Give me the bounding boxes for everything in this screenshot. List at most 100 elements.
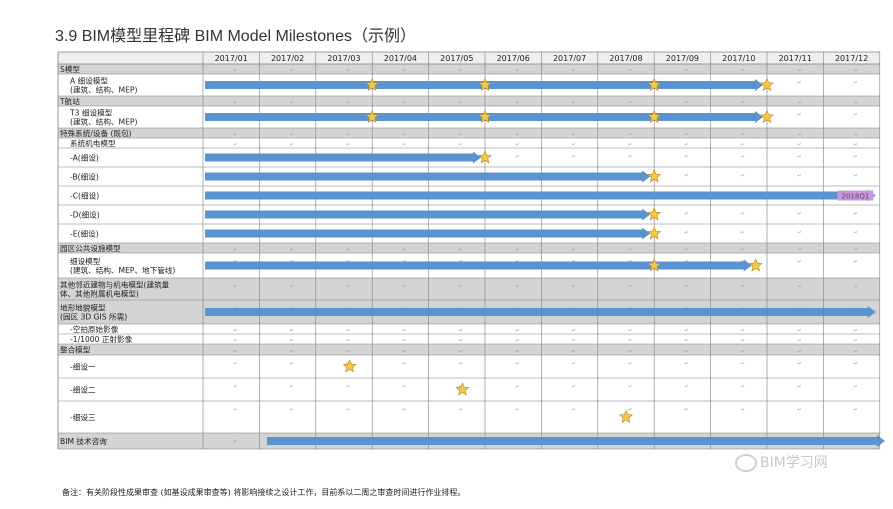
month-header: 2017/12 <box>835 54 868 63</box>
cell-mark: ↵ <box>572 142 576 148</box>
cell-mark: ↵ <box>854 338 858 344</box>
cell-mark: ↵ <box>628 384 632 390</box>
row-label: 其他邻近建物与机电模型(建筑量 <box>60 280 170 290</box>
cell-mark: ↵ <box>572 361 576 367</box>
cell-mark: ↵ <box>797 384 801 390</box>
cell-mark: ↵ <box>797 328 801 334</box>
cell-mark: ↵ <box>854 142 858 148</box>
group-row-bg <box>58 128 880 138</box>
cell-mark: ↵ <box>346 349 350 355</box>
cell-mark: ↵ <box>797 80 801 86</box>
row-label: S模型 <box>60 64 80 74</box>
milestone-star <box>619 409 633 423</box>
cell-mark: ↵ <box>797 247 801 253</box>
cell-mark: ↵ <box>515 361 519 367</box>
cell-mark: ↵ <box>741 132 745 138</box>
cell-mark: ↵ <box>572 384 576 390</box>
cell-mark: ↵ <box>854 154 858 160</box>
cell-mark: ↵ <box>797 68 801 74</box>
c-row-tag: 2018Q1 <box>842 193 870 201</box>
milestone-star <box>647 169 662 183</box>
cell-mark: ↵ <box>402 407 406 413</box>
cell-mark: ↵ <box>628 349 632 355</box>
cell-mark: ↵ <box>684 154 688 160</box>
milestone-bar <box>205 227 651 240</box>
cell-mark: ↵ <box>628 100 632 106</box>
cell-mark: ↵ <box>741 100 745 106</box>
cell-mark: ↵ <box>515 349 519 355</box>
cell-mark: ↵ <box>684 338 688 344</box>
cell-mark: ↵ <box>854 230 858 236</box>
cell-mark: ↵ <box>684 211 688 217</box>
cell-mark: ↵ <box>290 100 294 106</box>
row-label: 整合模型 <box>60 345 91 355</box>
cell-mark: ↵ <box>459 247 463 253</box>
milestone-star <box>647 109 662 123</box>
month-header: 2017/03 <box>327 54 360 63</box>
cell-mark: ↵ <box>854 80 858 86</box>
cell-mark: ↵ <box>572 328 576 334</box>
cell-mark: ↵ <box>290 284 294 290</box>
milestone-star <box>647 258 662 272</box>
cell-mark: ↵ <box>741 349 745 355</box>
cell-mark: ↵ <box>572 284 576 290</box>
cell-mark: ↵ <box>797 142 801 148</box>
cell-mark: ↵ <box>290 328 294 334</box>
cell-mark: ↵ <box>402 384 406 390</box>
cell-mark: ↵ <box>346 384 350 390</box>
cell-mark: ↵ <box>628 154 632 160</box>
row-label: BIM 技术咨询 <box>60 436 107 446</box>
month-header: 2017/05 <box>440 54 473 63</box>
milestone-star <box>478 109 492 123</box>
month-header: 2017/08 <box>609 54 642 63</box>
milestone-star <box>760 109 774 123</box>
cell-mark: ↵ <box>797 361 801 367</box>
watermark-text: BIM学习网 <box>760 455 828 471</box>
cell-mark: ↵ <box>290 384 294 390</box>
month-header: 2017/11 <box>779 54 812 63</box>
cell-mark: ↵ <box>346 142 350 148</box>
wechat-icon <box>735 454 757 472</box>
cell-mark: ↵ <box>684 407 688 413</box>
row-label: -空拍原始影像 <box>70 324 119 334</box>
row-label: (建筑、结构、MEP) <box>70 85 137 95</box>
cell-mark: ↵ <box>572 154 576 160</box>
cell-mark: ↵ <box>346 68 350 74</box>
cell-mark: ↵ <box>459 100 463 106</box>
cell-mark: ↵ <box>684 361 688 367</box>
cell-mark: ↵ <box>290 132 294 138</box>
cell-mark: ↵ <box>233 132 237 138</box>
cell-mark: ↵ <box>797 154 801 160</box>
row-label: T3 细设模型 <box>69 108 113 118</box>
row-label: 体、其他附属机电模型) <box>60 289 139 299</box>
milestone-star <box>760 77 774 91</box>
cell-mark: ↵ <box>854 173 858 179</box>
cell-mark: ↵ <box>628 132 632 138</box>
cell-mark: ↵ <box>233 338 237 344</box>
cell-mark: ↵ <box>684 328 688 334</box>
month-header: 2017/06 <box>497 54 530 63</box>
cell-mark: ↵ <box>741 247 745 253</box>
cell-mark: ↵ <box>515 407 519 413</box>
milestone-star <box>478 77 492 91</box>
cell-mark: ↵ <box>628 338 632 344</box>
cell-mark: ↵ <box>684 247 688 253</box>
cell-mark: ↵ <box>854 112 858 118</box>
group-row-bg <box>58 64 880 74</box>
row-label: 园区公共设施模型 <box>60 243 121 253</box>
row-label: -A(细设) <box>70 153 99 163</box>
cell-mark: ↵ <box>346 338 350 344</box>
cell-mark: ↵ <box>684 230 688 236</box>
cell-mark: ↵ <box>459 142 463 148</box>
cell-mark: ↵ <box>290 68 294 74</box>
milestone-bar <box>205 189 876 202</box>
milestone-star <box>365 109 380 123</box>
cell-mark: ↵ <box>684 68 688 74</box>
milestone-star <box>365 77 380 91</box>
cell-mark: ↵ <box>854 259 858 265</box>
cell-mark: ↵ <box>741 328 745 334</box>
cell-mark: ↵ <box>402 338 406 344</box>
cell-mark: ↵ <box>346 100 350 106</box>
group-row-bg <box>58 278 880 300</box>
